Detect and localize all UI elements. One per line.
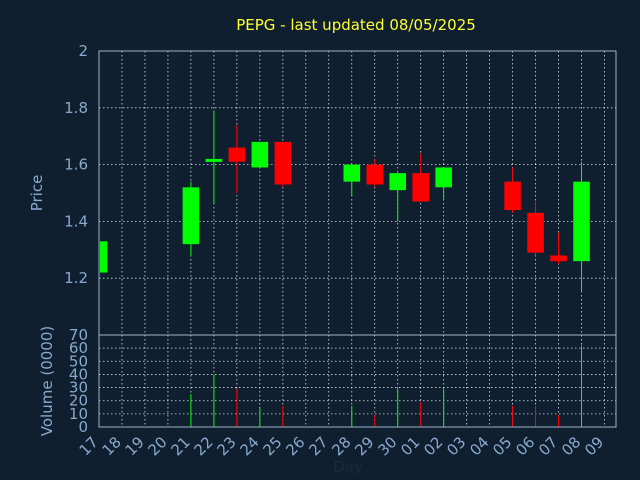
volume-y-tick-label: 70 bbox=[69, 326, 88, 344]
price-y-ticks: 1.2 1.4 1.6 1.8 2 bbox=[64, 42, 88, 287]
candle-body bbox=[504, 181, 521, 211]
volume-y-tick-label: 50 bbox=[69, 352, 88, 370]
candle-body bbox=[412, 173, 429, 202]
x-tick-label: 09 bbox=[581, 433, 607, 459]
candle-body bbox=[366, 164, 384, 185]
volume-y-tick-label: 30 bbox=[69, 379, 88, 397]
candle-body bbox=[550, 255, 567, 262]
price-grid bbox=[99, 50, 616, 335]
candle-body bbox=[435, 167, 452, 188]
volume-y-tick-label: 20 bbox=[69, 392, 88, 410]
volume-y-tick-label: 60 bbox=[69, 339, 88, 357]
volume-y-tick-label: 10 bbox=[69, 405, 88, 423]
x-axis-label: Day bbox=[333, 458, 363, 476]
volume-panel-frame bbox=[98, 334, 617, 428]
price-y-tick-label: 1.2 bbox=[64, 269, 88, 287]
volume-bars bbox=[98, 345, 583, 427]
price-y-tick-label: 1.8 bbox=[64, 99, 88, 117]
candles bbox=[98, 110, 590, 293]
candle-body bbox=[343, 164, 361, 182]
candle-body bbox=[527, 212, 544, 253]
volume-y-tick-label: 0 bbox=[78, 418, 88, 436]
candle-body bbox=[274, 141, 292, 185]
price-y-tick-label: 2 bbox=[78, 42, 88, 60]
candle-body bbox=[205, 158, 223, 162]
volume-axis-label: Volume (0000) bbox=[38, 326, 56, 436]
x-tick-labels: 1718192021222324252627282930010203040506… bbox=[76, 433, 608, 459]
chart-title: PEPG - last updated 08/05/2025 bbox=[236, 16, 476, 34]
price-y-tick-label: 1.6 bbox=[64, 156, 88, 174]
volume-y-tick-label: 40 bbox=[69, 365, 88, 383]
volume-grid bbox=[99, 334, 616, 428]
candle-body bbox=[573, 181, 590, 262]
price-axis-label: Price bbox=[28, 175, 46, 212]
candle-body bbox=[389, 173, 406, 191]
candle-body bbox=[228, 147, 246, 162]
price-panel-frame bbox=[98, 50, 617, 336]
candle-body bbox=[182, 187, 200, 245]
candle-body bbox=[251, 141, 269, 168]
price-y-tick-label: 1.4 bbox=[64, 212, 88, 230]
candle-body bbox=[100, 241, 108, 273]
